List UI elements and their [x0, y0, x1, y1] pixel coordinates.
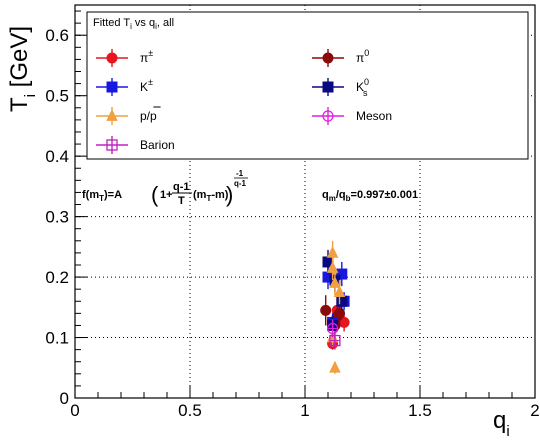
legend-label: π±	[140, 48, 153, 65]
x-tick-label: 0	[70, 401, 79, 420]
formula-exp-num: -1	[236, 169, 244, 178]
legend-marker	[106, 109, 118, 121]
data-point	[326, 261, 339, 273]
series-6	[329, 331, 341, 350]
legend-entry: Meson	[312, 107, 392, 125]
x-axis-title: qi	[493, 407, 510, 440]
legend-label: K0 s	[356, 77, 369, 98]
data-point	[336, 268, 348, 280]
data-point	[329, 276, 341, 288]
legend-entry: K0 s	[312, 77, 369, 98]
formula-frac-den: T	[178, 195, 185, 207]
formula-exp-den: q-1	[234, 179, 247, 188]
data-layer	[320, 240, 350, 374]
legend-entries: π± π0 K± K0 s p/p Meson Barion	[96, 48, 392, 154]
legend-label: K±	[140, 77, 153, 94]
y-tick-label: 0	[60, 389, 69, 408]
data-point	[336, 295, 348, 307]
legend-entry: K±	[96, 77, 153, 96]
legend-marker	[322, 81, 334, 93]
y-tick-label: 0.6	[45, 26, 69, 45]
x-tick-label: 2	[530, 401, 539, 420]
formula-term: (mT-m)	[193, 189, 229, 203]
legend: Fitted Ti vs qi, all π± π0 K± K0 s p/p Meson Ba…	[86, 11, 529, 160]
tick-layer: 0 0.5 1 1.5 2 0 0.1 0.2 0.3 0.4 0.5 0.6	[45, 10, 540, 420]
y-tick-label: 0.1	[45, 329, 69, 348]
formula-one-plus: 1+	[160, 189, 173, 201]
legend-label: p/p	[140, 109, 157, 123]
legend-box	[86, 11, 529, 160]
formula-frac-num: q-1	[173, 181, 190, 193]
series-4	[326, 240, 346, 374]
formula-annotation: f(mT)=A ( 1+ q-1 T (mT-m) ) -1 q-1	[82, 169, 248, 207]
formula-paren-close: )	[226, 182, 233, 207]
x-tick-label: 0.5	[178, 401, 202, 420]
legend-title: Fitted Ti vs qi, all	[93, 17, 174, 31]
y-tick-label: 0.4	[45, 147, 69, 166]
legend-marker	[106, 81, 118, 93]
legend-marker	[106, 52, 118, 64]
legend-entry: π±	[96, 48, 153, 67]
legend-label: Barion	[140, 138, 175, 152]
formula-text: f(mT)=A	[82, 189, 122, 203]
data-point	[326, 246, 339, 258]
y-tick-label: 0.2	[45, 268, 69, 287]
legend-marker	[322, 52, 334, 64]
ratio-annotation: qm/qb=0.997±0.001	[322, 189, 418, 203]
x-tick-label: 1.5	[408, 401, 432, 420]
legend-label: π0	[356, 48, 369, 65]
x-tick-label: 1	[300, 401, 309, 420]
series-5	[326, 319, 339, 338]
y-axis-title: Ti [GeV]	[6, 26, 39, 112]
formula-paren-open: (	[151, 182, 159, 207]
y-tick-label: 0.3	[45, 208, 69, 227]
data-point	[320, 304, 332, 316]
legend-entry: π0	[312, 48, 369, 67]
legend-label: Meson	[356, 109, 392, 123]
data-point	[329, 360, 341, 373]
y-tick-label: 0.5	[45, 87, 69, 106]
legend-entry: Barion	[96, 136, 175, 154]
data-point	[333, 285, 346, 298]
legend-entry: p/p	[96, 106, 161, 125]
